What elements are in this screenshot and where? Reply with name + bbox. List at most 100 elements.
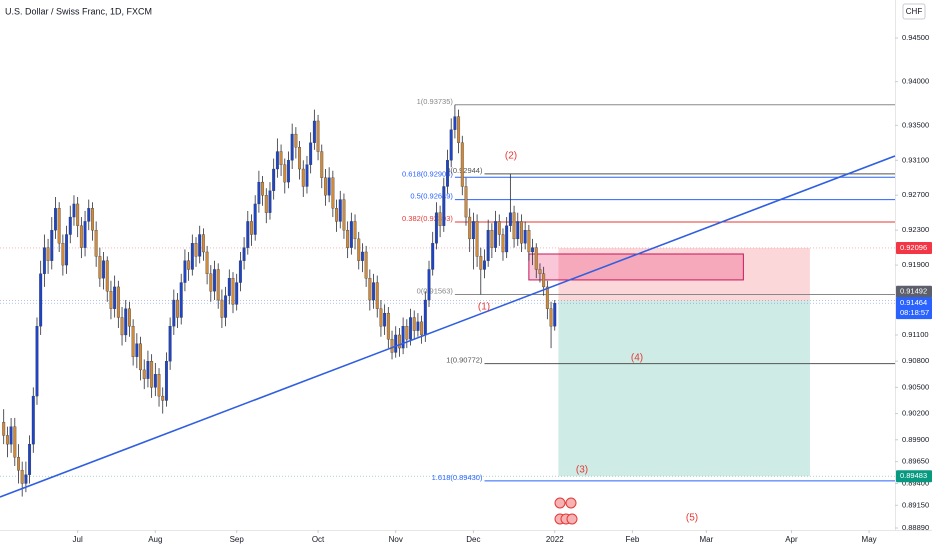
event-icon[interactable] bbox=[565, 497, 577, 509]
candle-body bbox=[235, 282, 239, 305]
candle-body bbox=[17, 457, 20, 471]
candle-body bbox=[157, 374, 161, 397]
zone-rectangle bbox=[528, 253, 744, 281]
y-tick-label: 0.89650 bbox=[902, 457, 929, 466]
candle-body bbox=[475, 221, 479, 257]
candle-body bbox=[346, 229, 350, 248]
x-tick-label: Mar bbox=[699, 535, 713, 544]
candle-body bbox=[31, 395, 35, 445]
currency-box[interactable] bbox=[902, 3, 926, 20]
candle-body bbox=[416, 321, 420, 331]
x-tick-label: Feb bbox=[626, 535, 640, 544]
chart-title: U.S. Dollar / Swiss Franc, 1D, FXCM bbox=[5, 6, 152, 16]
candle-body bbox=[142, 369, 146, 379]
y-tick-label: 0.91100 bbox=[902, 330, 929, 339]
candle-body bbox=[335, 208, 338, 222]
price-marker-label: 0.91492 bbox=[900, 287, 927, 296]
event-icons[interactable] bbox=[554, 497, 578, 525]
candle-body bbox=[446, 160, 449, 187]
candle-body bbox=[442, 186, 446, 226]
candle-body bbox=[290, 133, 294, 161]
y-tick-label: 0.90500 bbox=[902, 382, 929, 391]
x-tick-label: Nov bbox=[389, 535, 403, 544]
candle-body bbox=[264, 195, 268, 213]
candle-body bbox=[490, 229, 494, 248]
candle-body bbox=[13, 426, 17, 458]
candle-body bbox=[501, 234, 505, 253]
candle-body bbox=[368, 278, 372, 301]
event-icon[interactable] bbox=[566, 513, 578, 525]
candle-body bbox=[201, 234, 205, 253]
candle-body bbox=[457, 116, 461, 143]
fib-label: 0(0.91563) bbox=[417, 287, 454, 296]
candle-body bbox=[364, 251, 368, 279]
candle-body bbox=[434, 212, 438, 244]
axes: 0.94500 0.94000 0.93500 0.93100 0.92700 0.923… bbox=[73, 33, 932, 544]
candle-body bbox=[331, 177, 335, 209]
candle-body bbox=[68, 216, 72, 235]
candle-body bbox=[538, 269, 542, 274]
candle-body bbox=[494, 221, 498, 248]
candle-body bbox=[375, 282, 379, 309]
candle-body bbox=[327, 177, 331, 196]
candle-body bbox=[486, 229, 490, 261]
x-tick-label: Apr bbox=[785, 535, 798, 544]
price-marker-label: 0.92096 bbox=[900, 243, 927, 252]
candle-body bbox=[183, 260, 187, 283]
y-tick-label: 0.92300 bbox=[902, 225, 929, 234]
price-marker bbox=[896, 241, 932, 254]
candle-body bbox=[301, 168, 305, 187]
candle-body bbox=[139, 343, 142, 371]
event-icon[interactable] bbox=[554, 497, 566, 509]
fib-label: 0.5(0.92649) bbox=[410, 192, 453, 201]
candle-body bbox=[309, 142, 313, 165]
candle-body bbox=[213, 269, 216, 292]
y-tick-label: 0.89150 bbox=[902, 500, 929, 509]
candle-body bbox=[161, 395, 165, 401]
candle-body bbox=[527, 229, 531, 253]
x-tick-label: Oct bbox=[312, 535, 325, 544]
currency[interactable]: CHF bbox=[906, 7, 923, 16]
candle-body bbox=[2, 422, 6, 436]
candle-body bbox=[283, 164, 287, 183]
candle-body bbox=[124, 308, 128, 336]
candle-body bbox=[409, 317, 412, 340]
candle-body bbox=[231, 278, 235, 305]
countdown: 08:18:57 bbox=[900, 308, 929, 317]
candle-body bbox=[190, 243, 194, 270]
candle-body bbox=[294, 133, 298, 148]
x-tick-label: Dec bbox=[466, 535, 480, 544]
candle-body bbox=[483, 260, 486, 270]
candle-body bbox=[198, 234, 202, 257]
candle-body bbox=[253, 203, 257, 235]
candle-body bbox=[449, 129, 453, 161]
candle-body bbox=[135, 343, 139, 357]
candle-body bbox=[238, 260, 242, 283]
fib-label: 1.618(0.89430) bbox=[432, 473, 483, 482]
candle-body bbox=[316, 120, 320, 152]
candle-body bbox=[65, 234, 69, 266]
candle-body bbox=[471, 221, 475, 240]
candle-body bbox=[357, 238, 361, 261]
candle-body bbox=[179, 282, 183, 318]
candle-body bbox=[464, 186, 468, 218]
candle-body bbox=[194, 243, 198, 257]
candle-body bbox=[423, 299, 427, 336]
candle-body bbox=[479, 256, 483, 270]
candle-body bbox=[87, 208, 91, 222]
candle-body bbox=[272, 168, 276, 191]
candle-body bbox=[227, 278, 231, 296]
candle-body bbox=[79, 225, 83, 248]
candle-body bbox=[91, 208, 94, 231]
candle-body bbox=[468, 216, 472, 240]
candle-body bbox=[220, 299, 224, 318]
target-zone bbox=[558, 300, 810, 477]
y-tick-label: 0.88890 bbox=[902, 523, 929, 532]
price-marker-label: 0.89483 bbox=[900, 471, 927, 480]
candle-body bbox=[42, 247, 46, 274]
candle-body bbox=[9, 426, 13, 445]
candle-body bbox=[209, 273, 213, 292]
candle-body bbox=[427, 269, 431, 301]
